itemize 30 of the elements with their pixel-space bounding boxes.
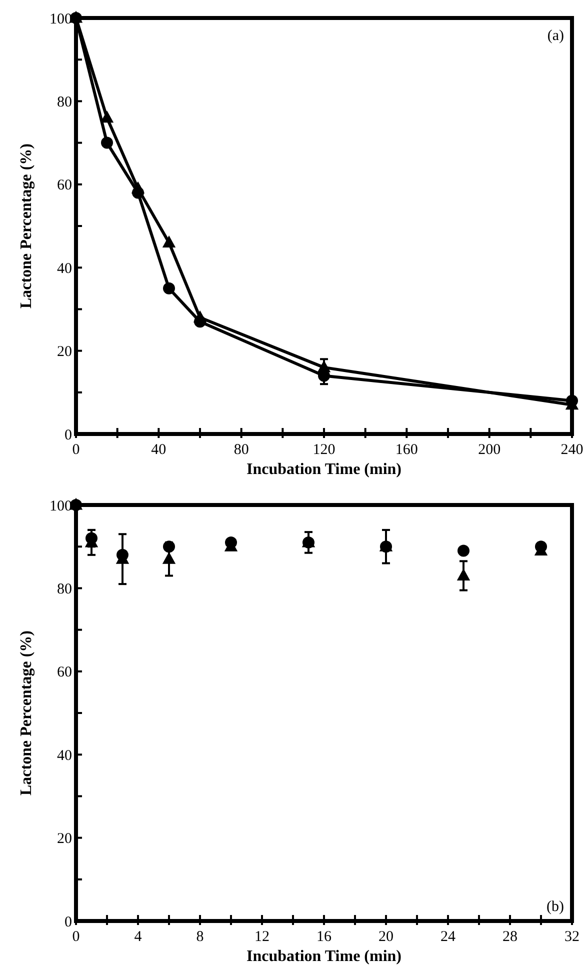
x-tick-label: 40 (151, 442, 166, 458)
annotation: (b) (546, 899, 564, 915)
y-tick-label: 60 (57, 664, 72, 681)
x-tick-label: 120 (312, 442, 336, 458)
annotation: (a) (547, 28, 564, 44)
x-tick-label: 200 (478, 442, 501, 458)
x-axis-title: Incubation Time (min) (246, 461, 402, 478)
y-tick-label: 20 (57, 344, 72, 360)
y-tick-label: 0 (64, 914, 72, 930)
x-tick-label: 80 (234, 442, 249, 458)
y-tick-label: 40 (57, 748, 72, 764)
x-tick-label: 4 (134, 929, 142, 945)
x-tick-label: 32 (564, 929, 580, 945)
y-axis-title: Lactone Percentage (%) (18, 144, 35, 308)
x-tick-label: 20 (378, 929, 394, 945)
x-tick-label: 8 (196, 929, 204, 945)
x-tick-label: 16 (316, 929, 332, 945)
x-tick-label: 160 (395, 442, 418, 458)
x-tick-label: 240 (560, 442, 584, 458)
x-tick-label: 12 (254, 929, 270, 945)
x-tick-label: 28 (502, 929, 518, 945)
y-tick-label: 60 (57, 178, 72, 194)
y-tick-label: 80 (57, 94, 72, 110)
y-axis-title: Lactone Percentage (%) (18, 630, 35, 796)
y-tick-label: 20 (57, 831, 72, 848)
y-tick-label: 40 (57, 260, 72, 277)
x-tick-label: 24 (440, 929, 456, 945)
x-axis-title: Incubation Time (min) (246, 948, 402, 965)
y-tick-label: 80 (57, 581, 72, 598)
y-tick-label: 0 (64, 427, 72, 444)
